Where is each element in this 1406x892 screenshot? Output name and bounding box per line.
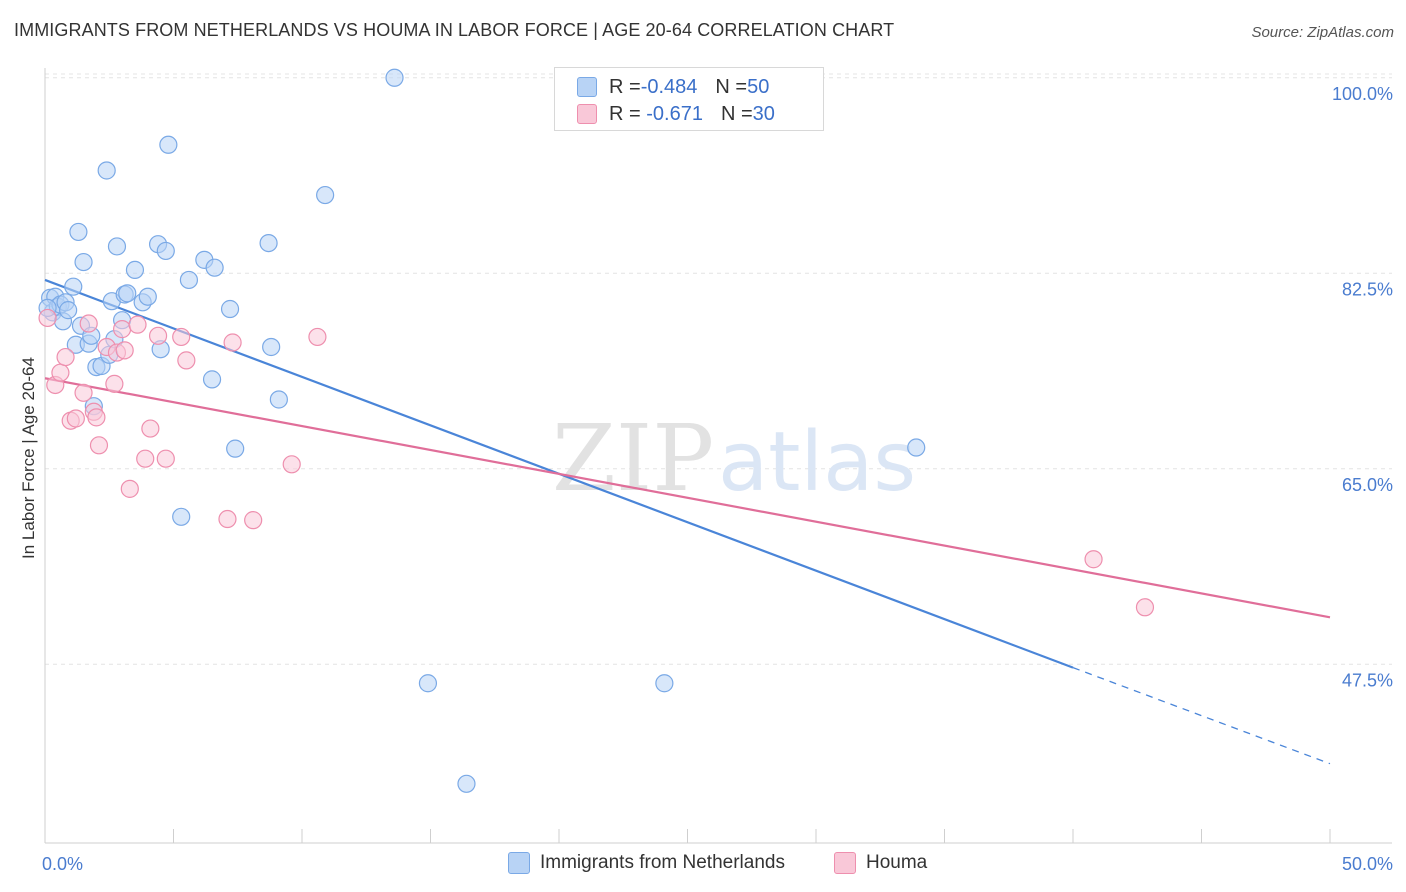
point-houma (308, 327, 327, 347)
point-houma (172, 327, 191, 347)
point-houma (156, 449, 175, 468)
legend-r-value: -0.484 (640, 75, 698, 98)
correlation-legend: R = -0.484 N = 50 R = -0.671 N = 30 (554, 67, 824, 131)
point-netherlands (159, 135, 178, 154)
point-houma (112, 320, 132, 339)
point-houma (128, 315, 147, 334)
point-netherlands (138, 287, 157, 306)
point-houma (136, 449, 155, 468)
legend-swatch-netherlands (577, 77, 597, 97)
point-netherlands (118, 284, 137, 303)
data-points (38, 68, 1155, 793)
trend-line-houma (44, 377, 1331, 619)
point-houma (51, 363, 70, 382)
legend-n-label: N = (720, 102, 753, 125)
point-netherlands (269, 390, 288, 409)
bottom-legend-houma: Houma (834, 852, 927, 874)
y-tick-label: 65.0% (1342, 475, 1393, 495)
legend-r-value: -0.671 (640, 102, 703, 125)
point-houma (89, 436, 109, 455)
point-netherlands (107, 237, 127, 256)
legend-n-label: N = (715, 75, 748, 98)
point-houma (1135, 598, 1155, 617)
bottom-legend-label: Houma (866, 852, 928, 873)
legend-row-houma: R = -0.671 N = 30 (577, 101, 775, 127)
watermark-atlas: atlas (718, 415, 916, 510)
point-netherlands (205, 258, 224, 277)
point-netherlands (385, 68, 404, 87)
trend-lines (44, 278, 1331, 765)
point-netherlands (907, 438, 926, 457)
point-netherlands (172, 507, 191, 526)
point-netherlands (59, 301, 78, 320)
point-netherlands (226, 439, 245, 458)
point-houma (218, 509, 237, 529)
point-netherlands (69, 222, 88, 242)
point-houma (105, 374, 124, 393)
bottom-swatch-netherlands (508, 852, 530, 874)
bottom-legend-netherlands: Immigrants from Netherlands (508, 852, 785, 874)
y-tick-label: 100.0% (1332, 84, 1393, 104)
point-houma (177, 351, 196, 370)
point-netherlands (655, 674, 674, 693)
point-houma (141, 419, 160, 438)
legend-n-value: 30 (752, 102, 775, 125)
grid-lines (45, 73, 1392, 665)
point-netherlands (418, 674, 438, 693)
trend-line-extension (1072, 666, 1331, 765)
point-netherlands (125, 260, 145, 280)
point-netherlands (156, 241, 175, 261)
point-houma (87, 408, 106, 427)
y-tick-label: 47.5% (1342, 670, 1393, 690)
y-tick-labels: 100.0% 82.5% 65.0% 47.5% (1332, 84, 1393, 691)
point-houma (115, 341, 134, 360)
point-houma (74, 383, 93, 402)
point-houma (66, 409, 85, 428)
point-houma (244, 511, 263, 530)
x-tick-labels: 0.0% 50.0% (42, 854, 1393, 874)
legend-n-value: 50 (747, 75, 770, 98)
point-houma (148, 326, 168, 345)
point-netherlands (64, 277, 83, 296)
legend-swatch-houma (577, 104, 597, 124)
legend-row-netherlands: R = -0.484 N = 50 (577, 74, 769, 100)
point-netherlands (262, 337, 281, 357)
axes (44, 68, 1392, 844)
legend-r-label: R = (609, 102, 641, 125)
point-houma (56, 347, 75, 367)
point-netherlands (259, 233, 278, 253)
point-houma (282, 455, 301, 474)
x-tick-label: 50.0% (1342, 854, 1393, 874)
y-tick-label: 82.5% (1342, 279, 1393, 299)
point-houma (79, 314, 98, 333)
point-netherlands (179, 270, 199, 290)
point-netherlands (316, 185, 335, 205)
point-houma (120, 479, 139, 498)
point-netherlands (220, 299, 240, 319)
point-houma (223, 333, 242, 352)
point-netherlands (74, 252, 93, 272)
chart-title: IMMIGRANTS FROM NETHERLANDS VS HOUMA IN … (14, 20, 895, 40)
legend-r-label: R = (609, 75, 641, 98)
bottom-legend-label: Immigrants from Netherlands (540, 852, 785, 873)
point-houma (38, 308, 57, 328)
point-netherlands (457, 774, 476, 793)
y-axis-title: In Labor Force | Age 20-64 (19, 357, 38, 559)
point-houma (1084, 550, 1103, 569)
x-tick-label: 0.0% (42, 854, 83, 874)
watermark-zip: ZIP (552, 405, 714, 512)
point-netherlands (202, 370, 222, 389)
point-netherlands (97, 161, 116, 180)
source-label: Source: ZipAtlas.com (1251, 24, 1394, 41)
bottom-swatch-houma (834, 852, 856, 874)
